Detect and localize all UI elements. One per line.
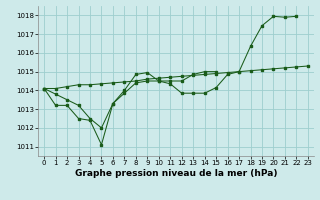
X-axis label: Graphe pression niveau de la mer (hPa): Graphe pression niveau de la mer (hPa) [75, 169, 277, 178]
